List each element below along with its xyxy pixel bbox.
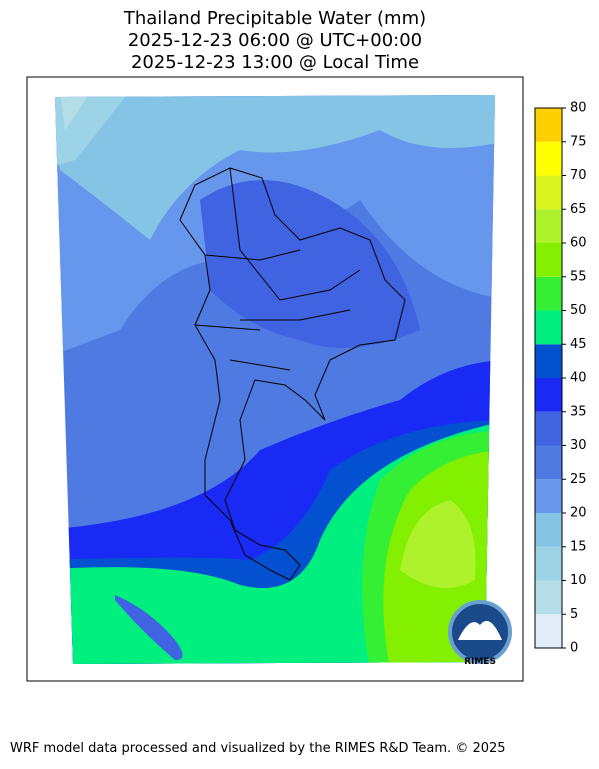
colorbar-segment [535,580,562,615]
colorbar-tick-label: 65 [570,202,587,217]
colorbar-segment [535,209,562,243]
colorbar-segment [535,614,562,648]
colorbar-segment [535,108,562,142]
colorbar-tick-label: 75 [570,134,587,149]
country-borders [179,167,406,581]
colorbar-segment [535,141,562,176]
colorbar-tick-label: 5 [570,607,578,622]
colorbar-tick-label: 25 [570,472,587,487]
colorbar-segment [535,411,562,446]
colorbar-segment [535,513,562,547]
colorbar-frame [534,107,563,649]
field [400,500,476,588]
footer: WRF model data processed and visualized … [10,741,506,756]
map-field [55,95,495,664]
title-line: 2025-12-23 06:00 @ UTC+00:00 [128,30,422,51]
colorbar-segment [535,310,562,345]
colorbar-tick-label: 55 [570,269,587,284]
colorbar-tick-label: 30 [570,438,587,453]
colorbar-tick-label: 70 [570,168,587,183]
logo-text: RIMES [464,657,496,667]
colorbar-tick-label: 60 [570,236,587,251]
colorbar-tick-label: 80 [570,101,587,116]
colorbar-segment [535,546,562,581]
colorbar-segment [535,175,562,210]
colorbar-tick-label: 45 [570,337,587,352]
colorbar: 0 5 10 15 20 25 30 35 40 45 50 55 60 65 70 75 80 [535,101,587,656]
colorbar-tick-label: 15 [570,539,587,554]
logo: RIMES [448,600,512,667]
colorbar-segment [535,344,562,378]
field [200,180,420,348]
title-line: Thailand Precipitable Water (mm) [123,8,426,29]
field [55,95,495,240]
colorbar-segment [535,378,562,412]
field [115,595,183,660]
map-frame [26,76,524,682]
colorbar-segment [535,243,562,277]
logo-mountain [458,620,502,640]
colorbar-segment [535,479,562,513]
colorbar-tick-label: 35 [570,404,587,419]
colorbar-segment [535,276,562,311]
colorbar-tick-label: 40 [570,371,587,386]
title-line: 2025-12-23 13:00 @ Local Time [131,52,419,73]
colorbar-tick-label: 20 [570,506,587,521]
colorbar-segment [535,445,562,480]
colorbar-tick-label: 10 [570,573,587,588]
colorbar-tick-label: 50 [570,303,587,318]
field [60,95,90,130]
colorbar-tick-label: 0 [570,641,578,656]
